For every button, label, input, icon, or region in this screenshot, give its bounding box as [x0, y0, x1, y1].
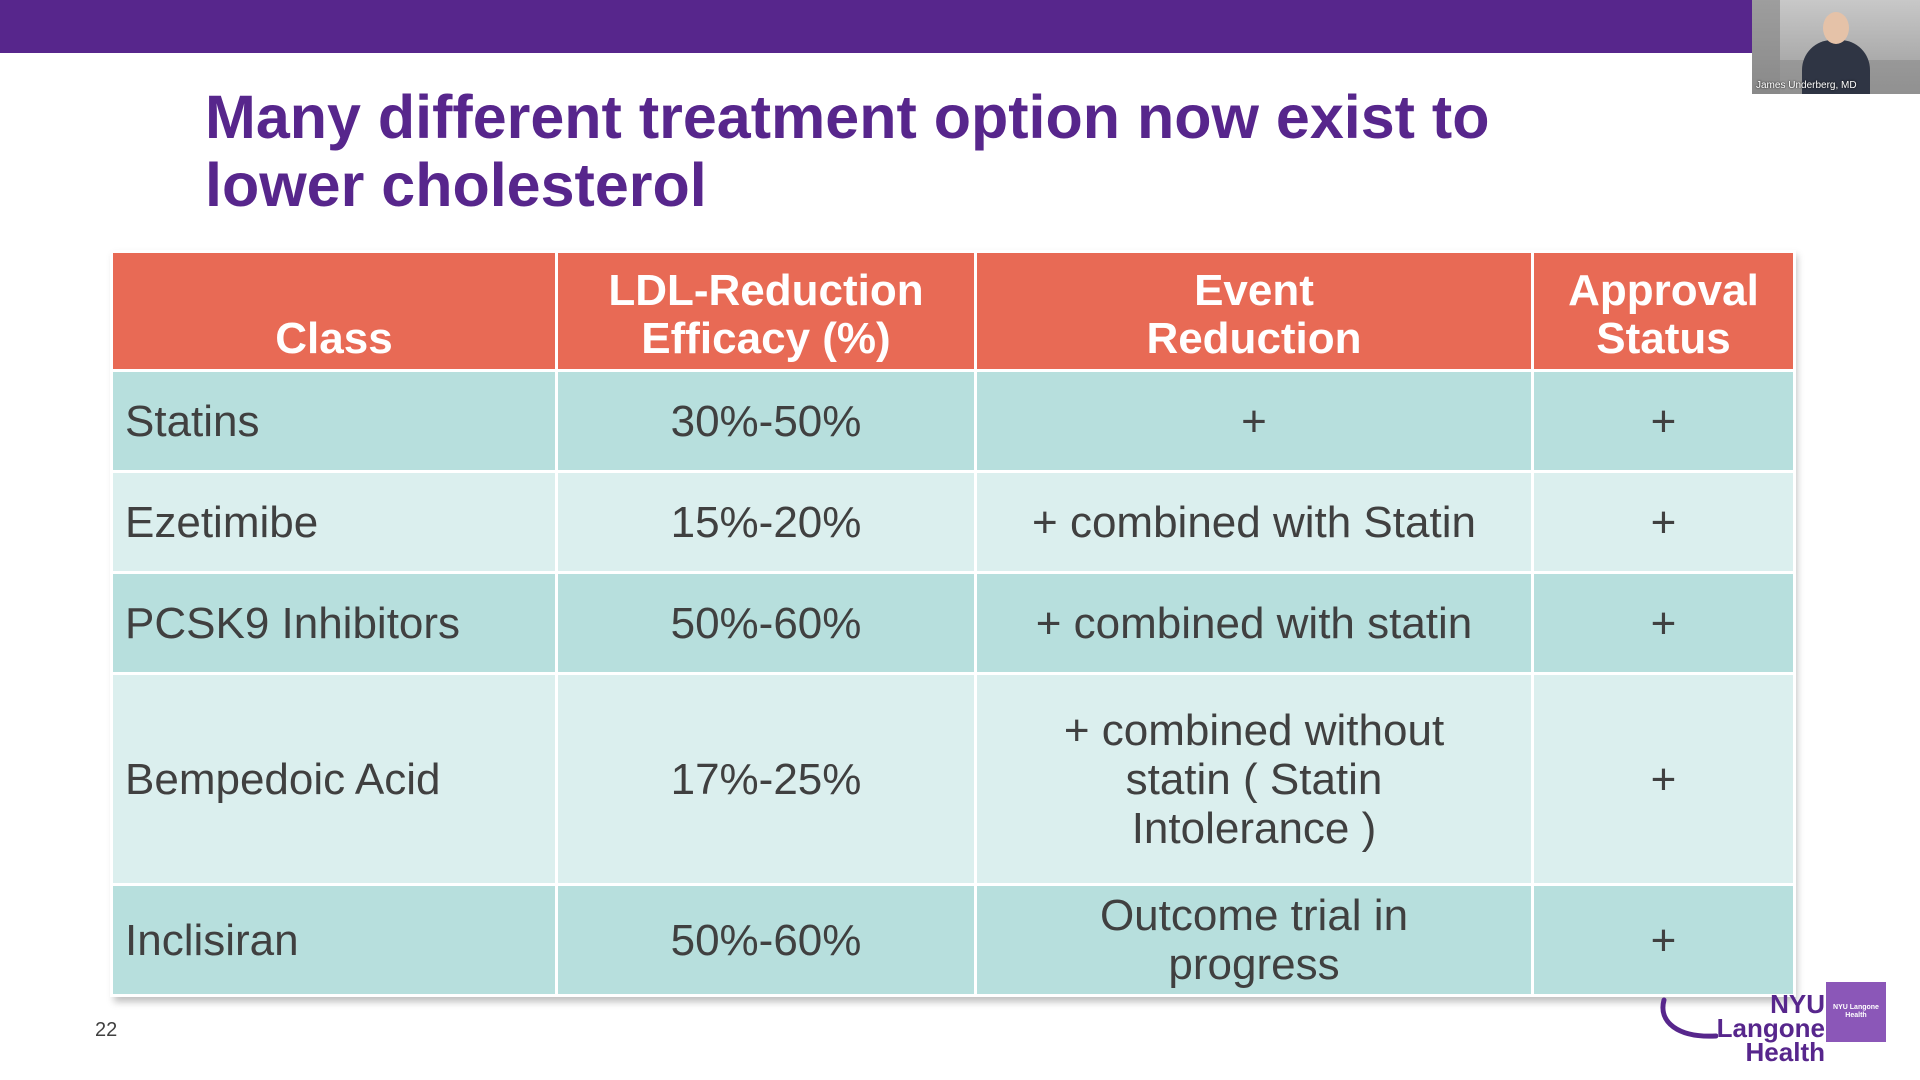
- cell-class: Ezetimibe: [110, 470, 558, 574]
- top-banner: [0, 0, 1920, 53]
- logo-wordmark: NYU Langone Health: [1716, 989, 1825, 1067]
- cell-event: + combined without statin ( Statin Intol…: [974, 672, 1534, 886]
- treatment-table: Class LDL-Reduction Efficacy (%) Event R…: [110, 250, 1796, 997]
- treatment-table-container: Class LDL-Reduction Efficacy (%) Event R…: [110, 250, 1796, 997]
- presenter-video-thumbnail[interactable]: James Underberg, MD: [1752, 0, 1920, 94]
- table-row: Ezetimibe 15%-20% + combined with Statin…: [110, 470, 1796, 574]
- cell-approval: +: [1531, 571, 1796, 675]
- logo-square-icon: NYU Langone Health: [1826, 982, 1886, 1042]
- table-row: Inclisiran 50%-60% Outcome trial in prog…: [110, 883, 1796, 997]
- cell-class: Bempedoic Acid: [110, 672, 558, 886]
- logo-swoosh-icon: [1660, 997, 1718, 1039]
- cell-approval: +: [1531, 470, 1796, 574]
- cell-efficacy: 50%-60%: [555, 883, 977, 997]
- cell-event: + combined with statin: [974, 571, 1534, 675]
- cell-class: PCSK9 Inhibitors: [110, 571, 558, 675]
- slide-number: 22: [95, 1019, 118, 1041]
- cell-event: + combined with Statin: [974, 470, 1534, 574]
- header-class: Class: [110, 250, 558, 372]
- header-event-reduction: Event Reduction: [974, 250, 1534, 372]
- table-row: PCSK9 Inhibitors 50%-60% + combined with…: [110, 571, 1796, 675]
- cell-event: +: [974, 369, 1534, 473]
- presenter-head: [1823, 12, 1849, 44]
- table-row: Statins 30%-50% + +: [110, 369, 1796, 473]
- slide-title-line-1: Many different treatment option now exis…: [205, 83, 1490, 151]
- presenter-body: [1802, 40, 1870, 94]
- cell-class: Statins: [110, 369, 558, 473]
- cell-efficacy: 17%-25%: [555, 672, 977, 886]
- cell-class: Inclisiran: [110, 883, 558, 997]
- nyu-langone-logo: NYU Langone Health NYU Langone Health: [1658, 982, 1888, 1065]
- cell-efficacy: 15%-20%: [555, 470, 977, 574]
- cell-efficacy: 30%-50%: [555, 369, 977, 473]
- table-row: Bempedoic Acid 17%-25% + combined withou…: [110, 672, 1796, 886]
- table-header-row: Class LDL-Reduction Efficacy (%) Event R…: [110, 250, 1796, 372]
- header-approval-status: Approval Status: [1531, 250, 1796, 372]
- cell-efficacy: 50%-60%: [555, 571, 977, 675]
- slide-title: Many different treatment option now exis…: [205, 83, 1605, 219]
- cell-event: Outcome trial in progress: [974, 883, 1534, 997]
- header-ldl-reduction: LDL-Reduction Efficacy (%): [555, 250, 977, 372]
- slide-title-line-2: lower cholesterol: [205, 151, 707, 219]
- cell-approval: +: [1531, 883, 1796, 997]
- presenter-name: James Underberg, MD: [1756, 80, 1857, 91]
- cell-approval: +: [1531, 369, 1796, 473]
- cell-approval: +: [1531, 672, 1796, 886]
